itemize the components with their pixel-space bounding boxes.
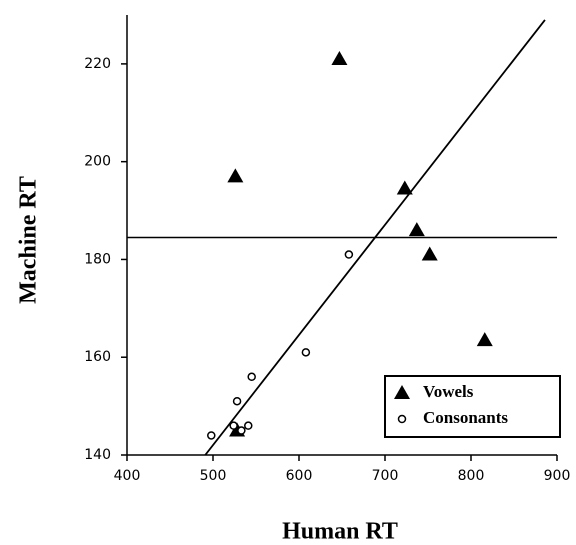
triangle-point — [421, 246, 438, 261]
circle-point — [229, 421, 238, 430]
y-tick-label: 180 — [84, 251, 111, 267]
circle-point — [397, 414, 407, 424]
fit-line — [204, 19, 546, 456]
triangle-point — [408, 222, 425, 237]
triangle-point — [227, 168, 244, 183]
x-tick-label: 700 — [372, 468, 399, 484]
circle-point — [207, 431, 216, 440]
circle-point — [301, 348, 311, 357]
y-tick-label: 160 — [84, 349, 111, 365]
triangle-point — [331, 51, 348, 65]
y-axis-title: Machine RT — [16, 176, 42, 304]
circle-point — [232, 396, 242, 406]
legend-label: Consonants — [423, 408, 508, 427]
x-axis-title: Human RT — [282, 519, 398, 545]
x-tick-label: 600 — [286, 468, 313, 484]
circle-point — [244, 421, 253, 430]
y-tick-label: 140 — [84, 447, 111, 463]
y-tick-label: 200 — [84, 154, 111, 170]
x-tick-label: 800 — [458, 468, 485, 484]
x-tick-label: 500 — [200, 468, 227, 484]
triangle-point — [396, 180, 413, 195]
circle-point — [237, 426, 246, 435]
x-tick-label: 400 — [114, 468, 141, 484]
legend: Vowels Consonants — [384, 375, 561, 438]
y-tick-label: 220 — [84, 56, 111, 72]
circle-point — [344, 250, 354, 259]
legend-box — [384, 375, 561, 438]
x-tick-label: 900 — [544, 468, 571, 484]
triangle-point — [476, 332, 493, 347]
legend-label: Vowels — [423, 382, 474, 401]
circle-point — [247, 372, 256, 382]
triangle-point — [394, 385, 410, 399]
